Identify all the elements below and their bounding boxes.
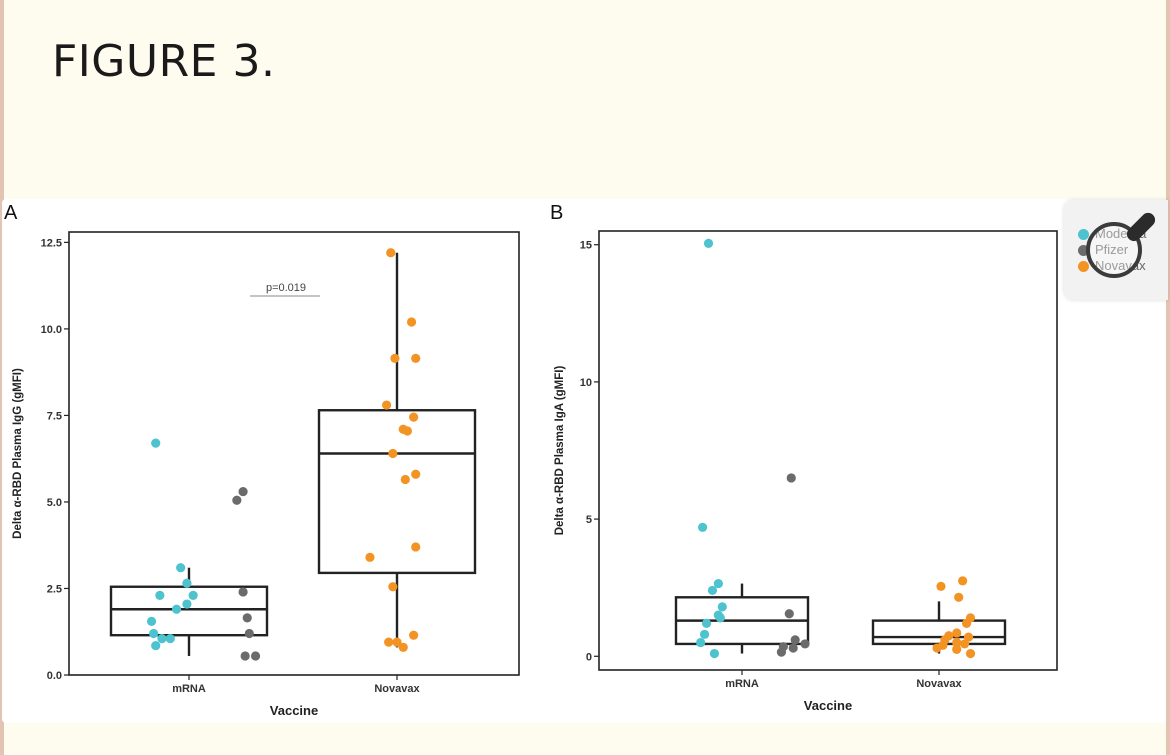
panel-a-point-novavax (409, 630, 419, 640)
panel-a-point-novavax (392, 637, 402, 647)
figure-card[interactable]: A 0.0 2.5 5.0 7.5 10.0 12.5 mRNA Novavax Vaccine D… (2, 199, 1166, 723)
pfizer-dot-icon (1078, 244, 1089, 256)
figure-charts: A 0.0 2.5 5.0 7.5 10.0 12.5 mRNA Novavax Vaccine D… (4, 202, 1058, 718)
panel-a-point-novavax (409, 412, 419, 422)
panel-a-point-novavax (384, 637, 394, 647)
panel-a-point-novavax (365, 552, 375, 562)
panel-b-letter: B (550, 202, 563, 224)
panel-b-point-novavax (932, 643, 942, 653)
panel-b-point-moderna (703, 238, 714, 248)
panel-b-box-novavax (871, 619, 1007, 646)
panel-a-point-pfizer (238, 486, 248, 497)
panel-a-point-moderna (188, 590, 198, 600)
panel-a-point-pfizer (250, 651, 261, 661)
page-edge-right (1166, 0, 1170, 755)
panel-b-point-novavax (965, 648, 976, 659)
panel-a-point-moderna (171, 604, 182, 614)
panel-b-point-novavax (960, 639, 970, 649)
panel-b-point-moderna (696, 637, 706, 648)
panel-b-point-moderna (713, 578, 723, 589)
panel-b-point-pfizer (786, 473, 796, 483)
panel-a-xlabel: Vaccine (270, 703, 318, 718)
panel-a-point-pfizer (244, 628, 254, 639)
panel-a-point-novavax (411, 542, 421, 552)
panel-b-point-moderna (715, 613, 725, 623)
panel-a-xtick-label: Novavax (374, 683, 420, 695)
panel-b-point-moderna (701, 618, 712, 628)
panel-b-point-novavax (952, 628, 962, 638)
panel-a-point-novavax (400, 474, 410, 485)
panel-b-ylabel: Delta α-RBD Plasma IgA (gMFI) (554, 366, 566, 536)
panel-a-pvalue-label: p=0.019 (266, 282, 306, 294)
panel-b-xlabel: Vaccine (804, 698, 852, 713)
panel-a-xtick-label: mRNA (172, 683, 206, 695)
panel-b-point-pfizer (788, 643, 798, 653)
panel-a-point-moderna (151, 640, 161, 651)
panel-a-point-moderna (151, 438, 161, 448)
figure-zoom-button[interactable]: Moderna Pfizer Novavax (1064, 200, 1168, 300)
panel-b-plot-frame (598, 230, 1058, 671)
novavax-dot-icon (1078, 260, 1089, 272)
panel-a-ytick-label: 2.5 (47, 583, 62, 595)
panel-a-point-moderna (155, 590, 165, 600)
panel-a-point-moderna (146, 616, 157, 626)
panel-a-point-novavax (386, 248, 396, 258)
panel-b-ytick-label: 10 (580, 377, 592, 389)
panel-b-point-pfizer (790, 635, 800, 645)
panel-b-xtick-label: mRNA (725, 678, 759, 690)
panel-b-point-pfizer (784, 609, 794, 619)
panel-a-ytick-label: 7.5 (47, 410, 62, 422)
panel-a-point-moderna (182, 578, 192, 588)
panel-b-point-novavax (963, 632, 974, 642)
panel-a-letter: A (4, 202, 18, 224)
panel-b-point-moderna (699, 629, 710, 639)
panel-a-ytick-label: 12.5 (41, 237, 62, 249)
panel-a-point-moderna (182, 599, 192, 609)
panel-b-point-novavax (961, 618, 972, 628)
panel-a-point-novavax (411, 353, 421, 363)
panel-a-point-novavax (411, 469, 421, 479)
panel-a-point-moderna (149, 628, 159, 639)
panel-b-point-moderna (707, 585, 718, 596)
panel-a-ytick-label: 5.0 (47, 497, 62, 509)
panel-a-ytick-label: 0.0 (47, 670, 62, 682)
panel-a-point-moderna (157, 634, 167, 644)
figure-title: FIGURE 3. (52, 36, 276, 87)
panel-b-point-novavax (936, 581, 946, 591)
panel-a-point-novavax (398, 642, 408, 652)
panel-b-ytick-label: 0 (586, 651, 592, 663)
panel-b-ytick-label: 5 (586, 514, 592, 526)
panel-b-point-pfizer (776, 647, 787, 657)
panel-b-point-moderna (709, 648, 720, 659)
panel-a-point-novavax (390, 353, 400, 363)
panel-b-xtick-label: Novavax (916, 678, 962, 690)
panel-a-point-novavax (382, 400, 392, 410)
panel-b-point-novavax (958, 576, 968, 586)
panel-a-point-moderna (165, 634, 175, 644)
panel-a-plot-frame (68, 231, 520, 676)
panel-b-point-novavax (954, 592, 964, 602)
panel-a-ylabel: Delta α-RBD Plasma IgG (gMFI) (12, 368, 24, 539)
panel-a-point-moderna (176, 563, 186, 573)
moderna-dot-icon (1078, 228, 1089, 240)
magnifier-lens-icon (1086, 222, 1142, 278)
panel-b-point-pfizer (800, 639, 810, 649)
panel-b-ytick-label: 15 (580, 240, 592, 252)
panel-a-point-novavax (388, 448, 398, 459)
panel-a-point-novavax (406, 317, 417, 327)
panel-a-point-pfizer (240, 651, 250, 661)
panel-a-ytick-label: 10.0 (41, 324, 62, 336)
panel-a-point-pfizer (242, 613, 252, 623)
panel-b-point-novavax (952, 644, 962, 655)
panel-b-point-moderna (698, 522, 708, 532)
panel-a-point-pfizer (238, 587, 248, 597)
panel-a-point-novavax (402, 426, 412, 436)
panel-b-point-novavax (952, 637, 962, 648)
panel-a-box-novavax (317, 409, 477, 575)
panel-a-point-novavax (388, 582, 398, 592)
panel-a-point-pfizer (232, 495, 242, 505)
panel-b-point-moderna (717, 602, 727, 612)
